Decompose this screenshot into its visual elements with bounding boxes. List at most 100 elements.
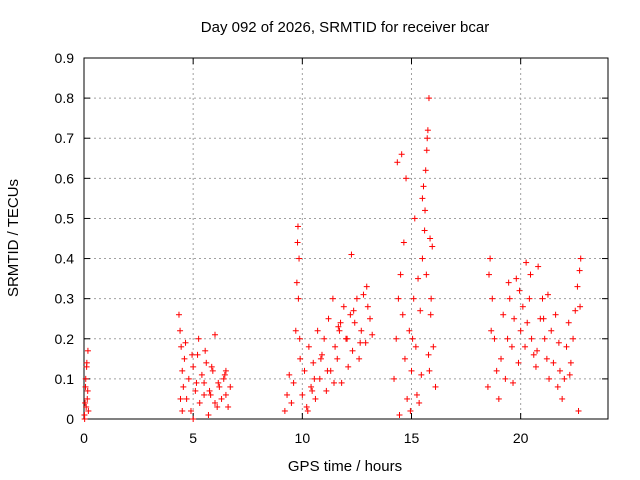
data-point [397, 271, 404, 278]
data-point [290, 379, 297, 386]
data-point [364, 303, 371, 310]
data-point [329, 295, 336, 302]
data-point [515, 359, 522, 366]
data-point [198, 371, 205, 378]
data-point [296, 335, 303, 342]
data-point [84, 347, 91, 354]
data-point [201, 391, 208, 398]
data-point [194, 351, 201, 358]
data-point [427, 311, 434, 318]
data-point [84, 395, 91, 402]
data-point [178, 343, 185, 350]
data-point [432, 383, 439, 390]
data-point [317, 355, 324, 362]
data-point [548, 327, 555, 334]
data-point [498, 355, 505, 362]
data-point [316, 375, 323, 382]
data-point [421, 227, 428, 234]
data-point [205, 411, 212, 418]
data-point [565, 319, 572, 326]
data-point [309, 387, 316, 394]
data-point [189, 351, 196, 358]
data-point [183, 395, 190, 402]
data-point [312, 395, 319, 402]
data-point [427, 235, 434, 242]
data-point [175, 311, 182, 318]
data-point [281, 407, 288, 414]
data-point [209, 367, 216, 374]
data-point [201, 379, 208, 386]
data-point [192, 387, 199, 394]
data-point [288, 399, 295, 406]
data-point [567, 359, 574, 366]
data-point [552, 311, 559, 318]
data-point [572, 307, 579, 314]
data-point [363, 283, 370, 290]
y-tick-label: 0.5 [55, 210, 75, 226]
x-tick-label: 15 [404, 430, 420, 446]
data-point [321, 335, 328, 342]
data-point [407, 407, 414, 414]
data-point [185, 375, 192, 382]
data-point [297, 355, 304, 362]
data-point [486, 271, 493, 278]
y-tick-label: 0.3 [55, 291, 75, 307]
data-point [181, 355, 188, 362]
data-point [561, 375, 568, 382]
data-point [522, 343, 529, 350]
y-tick-label: 0.7 [55, 130, 75, 146]
data-point [429, 243, 436, 250]
data-point [180, 383, 187, 390]
data-point [369, 331, 376, 338]
data-point [422, 207, 429, 214]
data-point [393, 335, 400, 342]
data-point [563, 343, 570, 350]
data-point [532, 363, 539, 370]
data-point [510, 379, 517, 386]
data-point [574, 283, 581, 290]
data-point [502, 375, 509, 382]
axis-ticks: 0 0.1 0.2 0.3 0.4 0.5 0.6 0.7 0.8 0.9 0 5 10 15 20 [55, 50, 608, 446]
data-point [303, 403, 310, 410]
data-point [212, 331, 218, 338]
data-point [506, 295, 513, 302]
data-point [406, 327, 413, 334]
data-point [425, 95, 432, 102]
y-tick-label: 0.4 [55, 251, 75, 267]
data-point [360, 291, 367, 298]
y-tick-label: 0.6 [55, 170, 75, 186]
data-point [222, 391, 229, 398]
data-point [179, 407, 186, 414]
data-point [484, 383, 491, 390]
data-point [347, 311, 354, 318]
data-point [411, 215, 418, 222]
data-point [559, 395, 566, 402]
data-point [351, 319, 358, 326]
data-point [418, 371, 425, 378]
data-point [304, 407, 311, 414]
data-point [541, 335, 548, 342]
data-point [419, 195, 426, 202]
data-point [430, 343, 437, 350]
data-point [337, 319, 344, 326]
data-point [215, 379, 222, 386]
data-point [82, 399, 89, 406]
data-point [428, 295, 435, 302]
data-point [179, 367, 186, 374]
data-point [358, 327, 365, 334]
data-point [399, 311, 406, 318]
data-point [367, 315, 374, 322]
data-point [344, 335, 351, 342]
data-point [398, 151, 405, 158]
data-point [575, 407, 582, 414]
data-point [353, 295, 360, 302]
data-point [85, 407, 92, 414]
data-point [227, 383, 234, 390]
data-point [511, 315, 518, 322]
x-tick-label: 0 [80, 430, 88, 446]
data-point [556, 367, 563, 374]
y-axis-title: SRMTID / TECUs [5, 179, 22, 297]
data-points [81, 95, 584, 422]
data-point [323, 387, 330, 394]
data-point [401, 355, 408, 362]
